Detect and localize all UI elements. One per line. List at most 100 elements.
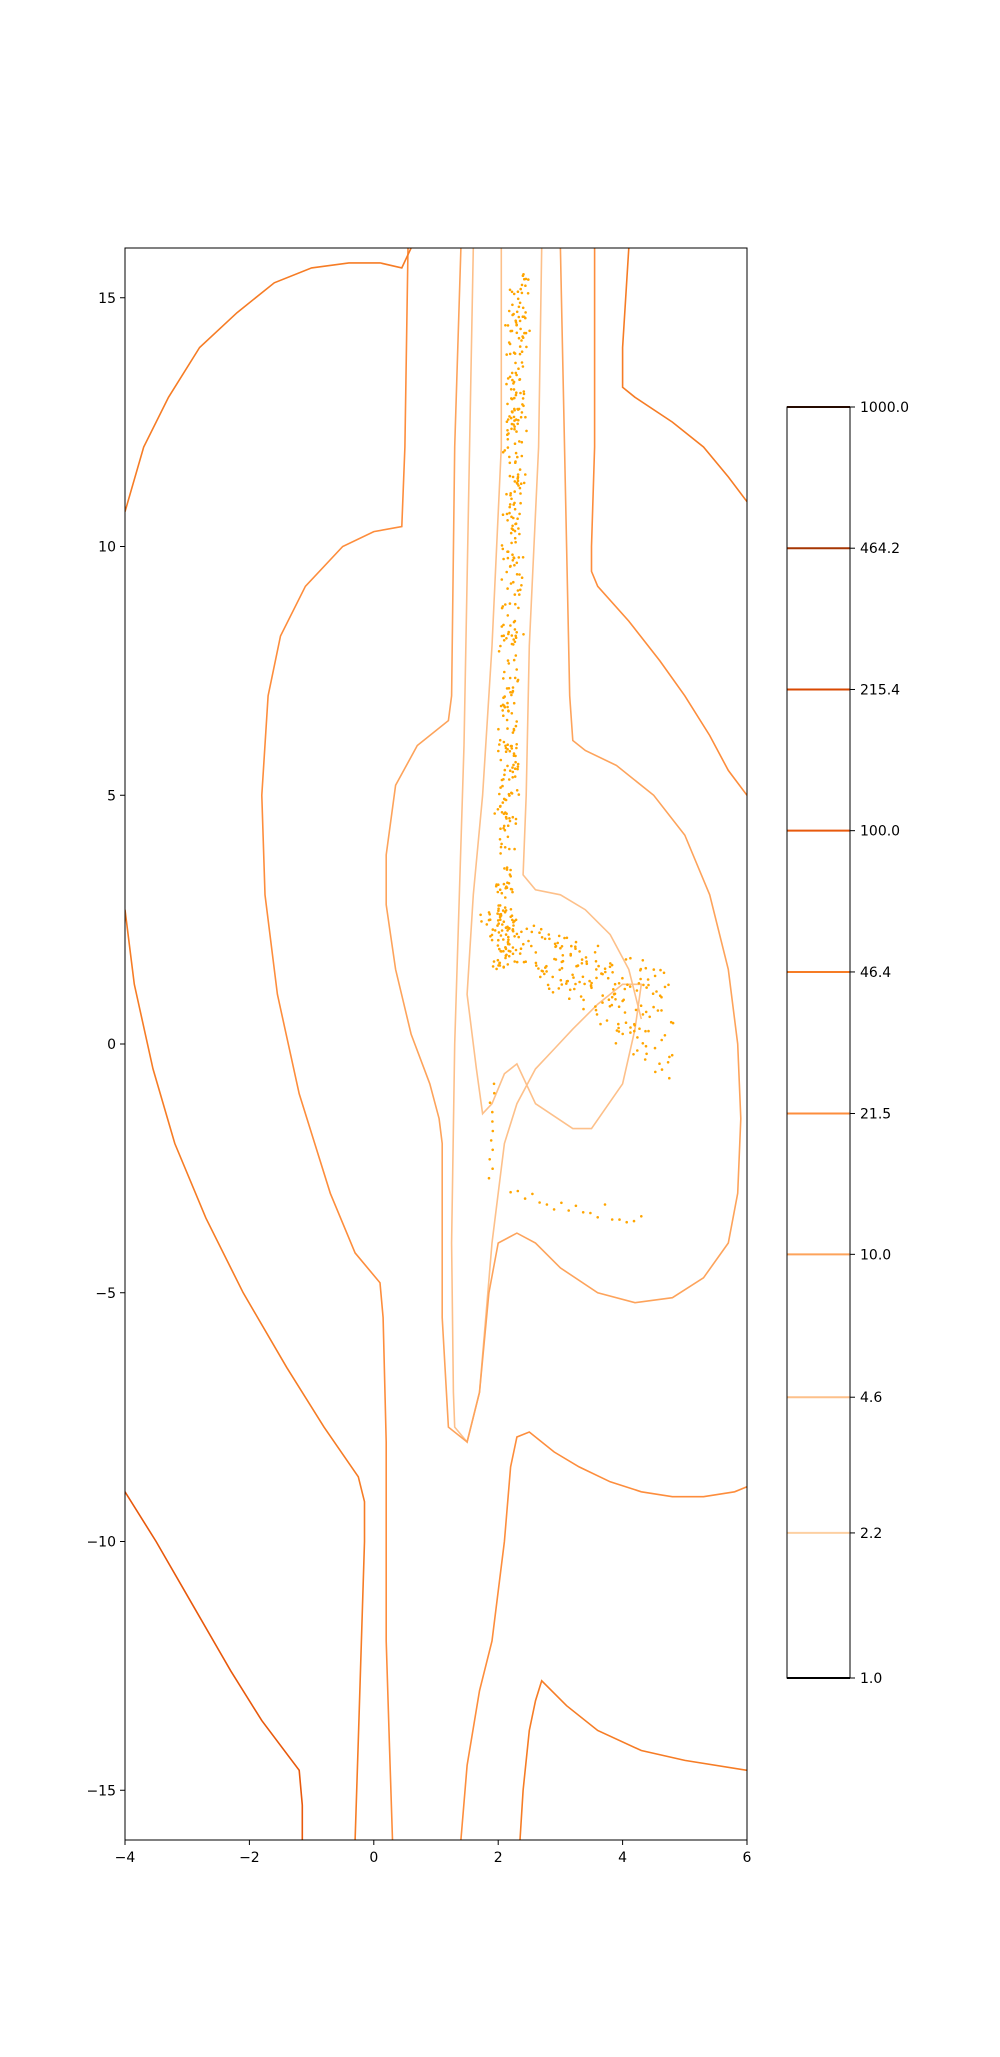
scatter-point: [502, 639, 506, 642]
scatter-point: [511, 815, 515, 819]
scatter-point: [501, 450, 505, 454]
scatter-point: [503, 670, 506, 674]
scatter-point: [632, 1219, 636, 1223]
scatter-point: [512, 924, 515, 927]
scatter-point: [543, 937, 547, 941]
scatter-point: [507, 687, 511, 690]
scatter-point: [513, 529, 517, 533]
scatter-point: [523, 331, 526, 335]
scatter-point: [585, 962, 589, 966]
scatter-point: [641, 959, 645, 962]
scatter-point: [519, 482, 523, 486]
scatter-point: [501, 923, 504, 926]
scatter-point: [594, 1005, 597, 1008]
scatter-point: [509, 416, 513, 420]
scatter-point: [507, 792, 511, 796]
scatter-point: [660, 995, 663, 999]
scatter-point: [654, 1070, 657, 1074]
scatter-point: [513, 427, 516, 431]
scatter-point: [508, 749, 512, 753]
scatter-point: [506, 446, 510, 449]
scatter-point: [520, 339, 523, 342]
contour-line-4_6-0: [450, 248, 643, 1444]
scatter-point: [515, 373, 518, 377]
scatter-point: [511, 553, 514, 556]
scatter-point: [508, 602, 512, 605]
scatter-point: [660, 1068, 664, 1071]
scatter-point: [615, 1029, 619, 1032]
scatter-point: [503, 867, 506, 870]
scatter-point: [498, 961, 502, 965]
scatter-point: [511, 766, 514, 769]
scatter-point: [511, 691, 514, 694]
scatter-point: [511, 686, 515, 689]
scatter-point: [507, 632, 510, 636]
plot-content: [125, 248, 747, 1840]
scatter-point: [509, 388, 513, 391]
scatter-point: [512, 556, 515, 559]
scatter-point: [511, 313, 514, 317]
scatter-point: [546, 983, 550, 987]
scatter-point: [506, 748, 509, 751]
scatter-point: [578, 950, 581, 953]
scatter-point: [496, 890, 500, 894]
scatter-point: [502, 949, 505, 953]
scatter-point: [498, 913, 502, 916]
scatter-point: [514, 760, 517, 764]
scatter-point: [519, 415, 523, 419]
scatter-point: [501, 784, 504, 788]
scatter-point: [491, 1120, 494, 1123]
colorbar-tick-label: 464.2: [860, 541, 900, 557]
scatter-point: [504, 947, 508, 951]
scatter-point: [510, 792, 514, 795]
scatter-point: [595, 968, 598, 971]
scatter-point: [599, 1022, 602, 1026]
scatter-point: [519, 947, 523, 950]
scatter-point: [511, 929, 514, 932]
scatter-point: [479, 913, 482, 917]
scatter-point: [574, 947, 577, 950]
scatter-point: [494, 884, 498, 888]
scatter-point: [505, 492, 508, 496]
scatter-point: [514, 451, 518, 455]
scatter-point: [509, 531, 513, 535]
scatter-point: [554, 958, 558, 961]
scatter-point: [513, 640, 517, 644]
scatter-point: [623, 987, 627, 991]
scatter-point: [575, 964, 579, 968]
scatter-point: [513, 919, 516, 923]
scatter-point: [547, 933, 551, 936]
scatter-point: [539, 927, 543, 931]
scatter-point: [668, 1055, 671, 1059]
scatter-point: [513, 442, 517, 446]
scatter-point: [518, 440, 521, 443]
scatter-point: [643, 1058, 647, 1061]
scatter-point: [554, 944, 558, 948]
scatter-point: [506, 438, 510, 441]
scatter-point: [527, 278, 530, 281]
scatter-point: [514, 522, 517, 526]
scatter-point: [508, 474, 512, 478]
scatter-point: [499, 845, 503, 849]
scatter-point: [514, 393, 518, 397]
scatter-point: [503, 846, 507, 849]
scatter-point: [578, 980, 581, 984]
scatter-point: [540, 936, 544, 939]
scatter-point: [511, 952, 515, 956]
scatter-point: [518, 486, 522, 490]
scatter-point: [499, 934, 503, 937]
scatter-point: [522, 481, 526, 485]
scatter-point: [515, 746, 518, 750]
scatter-point: [515, 573, 519, 576]
scatter-point: [510, 527, 514, 530]
scatter-point: [506, 963, 510, 966]
scatter-point: [511, 731, 515, 734]
scatter-point: [581, 1211, 585, 1214]
scatter-point: [660, 1009, 663, 1012]
scatter-point: [504, 750, 508, 753]
scatter-point: [518, 468, 522, 471]
scatter-point: [510, 397, 514, 401]
scatter-point: [582, 1007, 585, 1011]
scatter-point: [662, 971, 666, 975]
scatter-point: [617, 1005, 621, 1008]
